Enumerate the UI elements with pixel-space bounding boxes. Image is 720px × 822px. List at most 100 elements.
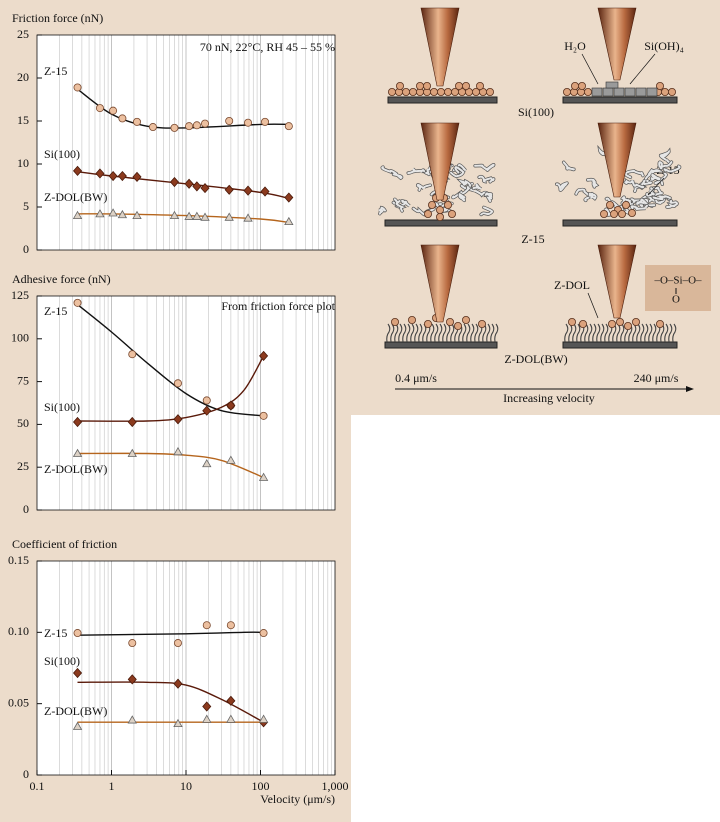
data-point (202, 458, 212, 468)
data-point (226, 695, 236, 706)
brush-chain (406, 323, 411, 343)
data-point (258, 472, 269, 481)
y-tick-label: 0 (23, 502, 29, 516)
molecule (475, 82, 484, 91)
data-point (200, 182, 210, 194)
data-point (73, 298, 82, 307)
series-label: Z-15 (44, 64, 67, 78)
annotation: 70 nN, 22°C, RH 45 – 55 % (200, 40, 335, 54)
data-point (73, 629, 82, 638)
molecule (435, 205, 444, 214)
polymer-chain (575, 188, 593, 202)
polymer-chain (624, 179, 645, 189)
data-point (202, 405, 212, 416)
polymer-chain (588, 192, 597, 200)
data-point (72, 165, 83, 176)
substrate (384, 219, 498, 227)
molecule (608, 319, 617, 328)
x-tick-label: 10 (180, 779, 192, 793)
brush-chain (486, 323, 491, 343)
afm-tip (420, 7, 460, 87)
molecule (445, 317, 454, 326)
data-point (284, 192, 294, 203)
series-label: Z-15 (44, 626, 67, 640)
substrate (384, 341, 498, 349)
molecule (415, 82, 424, 91)
data-point (173, 639, 182, 648)
molecule (407, 315, 416, 324)
brush-chain (430, 323, 435, 343)
brush-chain (576, 323, 581, 343)
polymer-chain (659, 149, 672, 165)
callout: Si(OH)₄ (644, 39, 684, 53)
molecule (656, 319, 665, 328)
y-tick-label: 100 (11, 331, 29, 345)
polymer-chain (429, 202, 448, 211)
callout-line (629, 53, 656, 85)
molecule (477, 319, 486, 328)
brush-chain (660, 323, 665, 343)
polymer-chain (630, 204, 648, 211)
brush-chain (604, 323, 609, 343)
row-label: Si(100) (518, 105, 554, 119)
molecule (390, 317, 399, 326)
data-point (184, 178, 194, 189)
x-tick-label: 1 (109, 779, 115, 793)
data-point (173, 678, 183, 689)
molecule (618, 209, 627, 218)
molecule (610, 209, 619, 218)
data-point (200, 212, 210, 221)
data-point (148, 123, 157, 132)
y-tick-label: 0.05 (8, 695, 29, 709)
brush-chain (672, 323, 677, 343)
molecule (656, 82, 665, 91)
silanol (605, 81, 619, 89)
y-tick-label: 5 (23, 199, 29, 213)
formula: O (672, 294, 680, 306)
data-point (127, 416, 137, 428)
molecule (387, 88, 396, 97)
brush-chain (572, 323, 577, 343)
fit-line (77, 452, 264, 479)
silanol (635, 87, 647, 97)
data-point (224, 212, 234, 221)
data-point (169, 210, 180, 220)
data-point (72, 721, 83, 730)
molecule (408, 88, 417, 97)
fit-line (77, 681, 264, 723)
polymer-chain (451, 182, 474, 199)
y-axis-label: Friction force (nN) (12, 11, 103, 25)
data-point (259, 350, 269, 362)
brush-chain (418, 323, 423, 343)
series-label: Z-DOL(BW) (44, 704, 107, 718)
formula-box (645, 265, 711, 311)
y-tick-label: 75 (17, 373, 29, 387)
molecule (668, 88, 677, 97)
callout: Z-DOL (554, 278, 590, 292)
afm-tip (420, 122, 460, 201)
x-tick-label: 1,000 (322, 779, 349, 793)
polymer-chain (484, 192, 493, 203)
data-point (72, 210, 83, 220)
x-axis-label: Velocity (μm/s) (260, 792, 335, 806)
polymer-chain (666, 199, 679, 209)
data-point (133, 117, 142, 126)
brush-chain (632, 323, 637, 343)
data-point (225, 117, 234, 126)
molecule (632, 317, 641, 326)
data-point (117, 170, 127, 182)
data-point (243, 185, 253, 196)
brush-chain (442, 323, 447, 343)
y-tick-label: 20 (17, 70, 29, 84)
polymer-chain (474, 163, 495, 172)
data-point (127, 448, 137, 457)
polymer-chain (407, 168, 426, 175)
molecule (624, 321, 633, 330)
brush-chain (390, 323, 395, 343)
polymer-chain (378, 206, 386, 215)
data-point (202, 701, 212, 712)
series-label: Z-DOL(BW) (44, 190, 107, 204)
data-point (118, 114, 127, 123)
data-point (184, 211, 194, 220)
